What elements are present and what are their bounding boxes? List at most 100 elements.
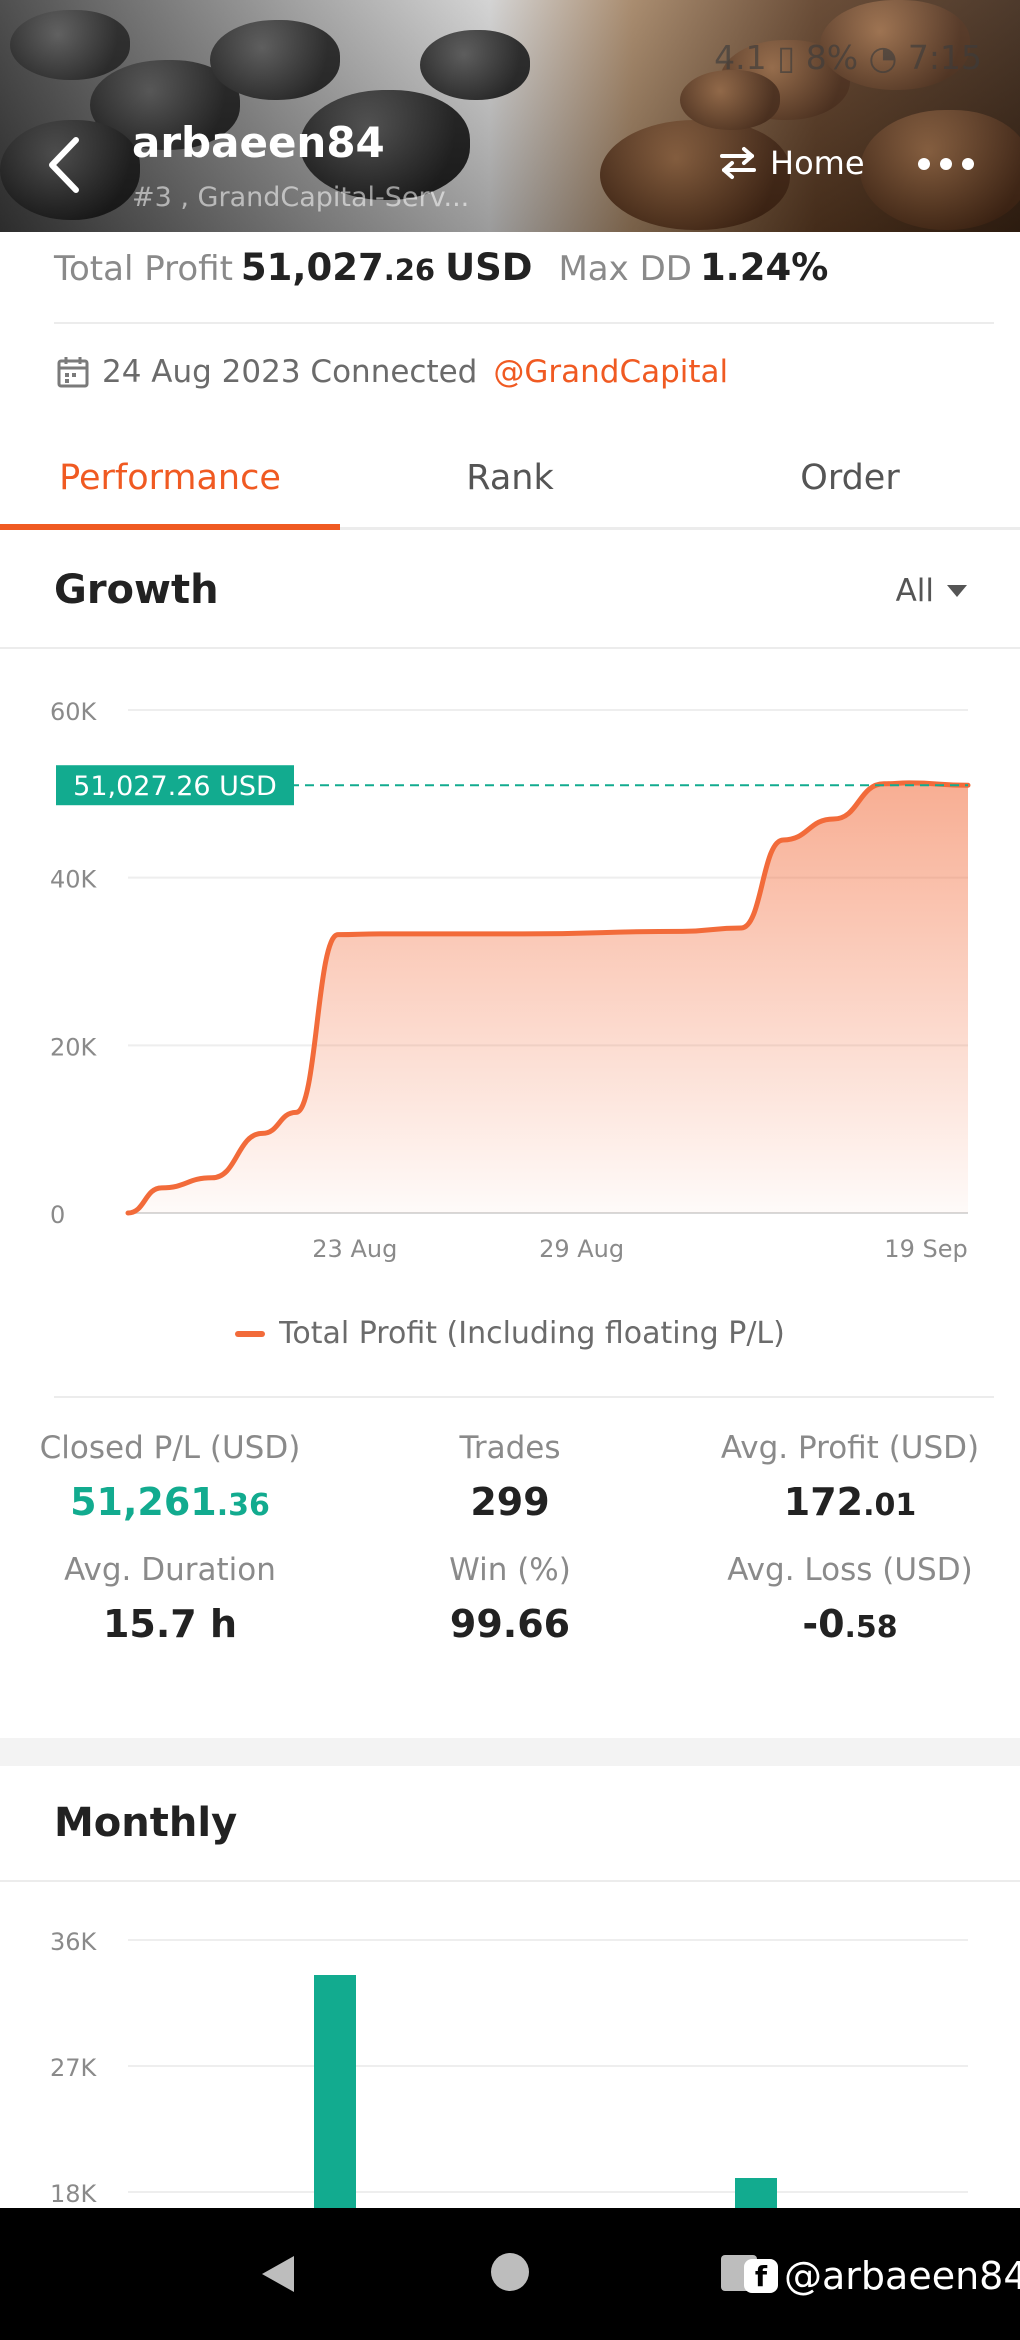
growth-title: Growth xyxy=(54,567,219,613)
legend-label: Total Profit (Including floating P/L) xyxy=(279,1316,785,1351)
series-area xyxy=(128,782,968,1213)
x-tick-label: 23 Aug xyxy=(312,1235,397,1263)
banner-shade xyxy=(0,0,1020,232)
monthly-chart: 18K 27K 36K xyxy=(50,1928,968,2208)
header-banner: 4.1 ▯ 8% ◔ 7:15 arbaeen84 #3 , GrandCapi… xyxy=(0,0,1020,232)
stat-value-int: 172 xyxy=(783,1480,864,1524)
y-tick-label: 27K xyxy=(50,2054,98,2082)
stat-value-int: -0 xyxy=(802,1602,845,1646)
back-button[interactable] xyxy=(40,130,92,200)
more-dots-icon xyxy=(940,158,952,170)
y-tick-label: 60K xyxy=(50,698,98,726)
y-tick-label: 40K xyxy=(50,866,98,894)
growth-legend: Total Profit (Including floating P/L) xyxy=(0,1316,1020,1351)
chevron-left-icon xyxy=(49,137,79,193)
monthly-title: Monthly xyxy=(54,1800,238,1846)
current-value-badge xyxy=(56,765,294,806)
stat-label: Avg. Duration xyxy=(64,1552,276,1588)
stat-closed-pl: Closed P/L (USD) 51,261.36 xyxy=(0,1430,340,1524)
bull-figure xyxy=(10,10,130,80)
broker-link[interactable]: @GrandCapital xyxy=(493,354,729,390)
system-nav-bar xyxy=(0,2208,1020,2340)
stat-label: Closed P/L (USD) xyxy=(39,1430,301,1466)
bar xyxy=(314,1975,356,2208)
divider xyxy=(54,1396,994,1398)
bull-figure xyxy=(300,90,470,200)
stat-value-int: 15.7 h xyxy=(102,1602,238,1646)
stats-grid: Closed P/L (USD) 51,261.36 Trades 299 Av… xyxy=(0,1430,1020,1646)
total-profit-label: Total Profit xyxy=(54,249,233,289)
home-button[interactable]: Home xyxy=(718,144,865,182)
strategy-subtitle: #3 , GrandCapital-Serv... xyxy=(132,182,470,213)
stat-value-dec: .01 xyxy=(863,1488,917,1523)
stat-value-int: 299 xyxy=(470,1480,550,1524)
range-dropdown[interactable]: All xyxy=(896,573,968,609)
stat-value-dec: .58 xyxy=(844,1610,898,1645)
stat-value: 172.01 xyxy=(680,1480,1020,1524)
stat-avg-profit: Avg. Profit (USD) 172.01 xyxy=(680,1430,1020,1524)
more-dots-icon xyxy=(918,158,930,170)
tab-rank[interactable]: Rank xyxy=(466,458,554,498)
bear-figure xyxy=(600,120,790,230)
stat-label: Trades xyxy=(459,1430,561,1466)
range-label: All xyxy=(895,573,934,609)
current-value-label: 51,027.26 USD xyxy=(73,771,277,802)
stat-trades: Trades 299 xyxy=(340,1430,680,1524)
page-title: arbaeen84 xyxy=(132,118,385,167)
watermark: f @arbaeen84 xyxy=(744,2254,1020,2298)
bear-figure xyxy=(860,110,1020,230)
y-tick-label: 18K xyxy=(50,2180,98,2208)
stat-label: Win (%) xyxy=(449,1552,571,1588)
series-line xyxy=(125,780,971,1216)
bear-figure xyxy=(680,70,780,130)
home-label: Home xyxy=(770,144,865,182)
stat-value: -0.58 xyxy=(680,1602,1020,1646)
bull-figure xyxy=(420,30,530,100)
tab-order[interactable]: Order xyxy=(800,458,900,498)
stat-avg-duration: Avg. Duration 15.7 h xyxy=(0,1552,340,1646)
x-tick-label: 19 Sep xyxy=(884,1235,967,1263)
y-tick-label: 20K xyxy=(50,1033,98,1061)
stat-win-rate: Win (%) 99.66 xyxy=(340,1552,680,1646)
stat-value: 99.66 xyxy=(340,1602,680,1646)
section-separator xyxy=(0,1738,1020,1766)
stat-value-int: 51,261 xyxy=(70,1480,217,1524)
divider xyxy=(54,322,994,324)
nav-home-icon[interactable] xyxy=(490,2252,530,2292)
tab-bar: Performance Rank Order xyxy=(0,440,1020,530)
stat-value: 51,261.36 xyxy=(0,1480,340,1524)
more-dots-icon xyxy=(962,158,974,170)
growth-header: Growth All xyxy=(0,533,1020,649)
stat-label: Avg. Profit (USD) xyxy=(720,1430,980,1466)
status-bar: 4.1 ▯ 8% ◔ 7:15 xyxy=(714,38,982,77)
more-options-button[interactable] xyxy=(918,148,974,180)
bear-figure xyxy=(820,0,970,90)
connected-date: 24 Aug 2023 Connected xyxy=(102,354,478,390)
stat-value: 299 xyxy=(340,1480,680,1524)
watermark-text: @arbaeen84 xyxy=(784,2254,1020,2298)
connection-info: 24 Aug 2023 Connected @GrandCapital xyxy=(56,354,728,390)
stat-label: Avg. Loss (USD) xyxy=(727,1552,973,1588)
facebook-icon: f xyxy=(744,2259,778,2293)
stat-avg-loss: Avg. Loss (USD) -0.58 xyxy=(680,1552,1020,1646)
total-profit-dec: .26 xyxy=(383,253,436,287)
total-profit-unit: USD xyxy=(445,246,533,289)
x-tick-label: 29 Aug xyxy=(539,1235,624,1263)
stat-value: 15.7 h xyxy=(0,1602,340,1646)
caret-down-icon xyxy=(947,585,967,597)
growth-chart: 0 20K 40K 60K 51,027.26 USD 23 Aug 29 Aug 19 Se… xyxy=(50,698,971,1263)
calendar-icon xyxy=(57,357,89,388)
tab-performance[interactable]: Performance xyxy=(0,440,340,530)
monthly-header: Monthly xyxy=(0,1766,1020,1882)
stat-value-dec: .36 xyxy=(216,1488,270,1523)
nav-back-icon[interactable] xyxy=(256,2252,300,2296)
profit-summary: Total Profit 51,027.26 USD Max DD 1.24% xyxy=(54,246,828,289)
max-dd-label: Max DD xyxy=(558,249,692,289)
total-profit-value: 51,027.26 xyxy=(241,246,435,289)
bar xyxy=(735,2178,777,2208)
legend-swatch xyxy=(235,1330,266,1337)
swap-arrows-icon xyxy=(720,147,756,179)
max-dd-value: 1.24% xyxy=(699,246,829,289)
bull-figure xyxy=(210,20,340,100)
y-tick-label: 36K xyxy=(50,1928,98,1956)
